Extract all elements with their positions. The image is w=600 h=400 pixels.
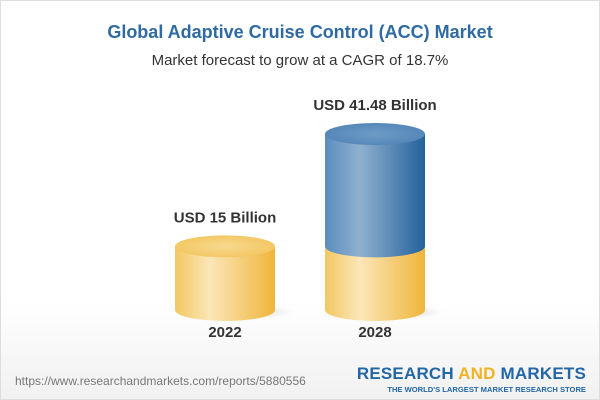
chart-title: Global Adaptive Cruise Control (ACC) Mar… [107,22,493,42]
bar-top [175,235,275,258]
x-tick-label: 2022 [208,324,241,341]
data-label: USD 41.48 Billion [313,97,436,114]
cylinder-chart: USD 15 Billion 2022 USD 41.48 Billion 2028 [174,97,443,341]
bar-top [325,123,425,145]
bar-base-segment [325,246,425,321]
data-label: USD 15 Billion [174,209,277,226]
bar-base-segment [175,246,275,321]
source-url[interactable]: https://www.researchandmarkets.com/repor… [15,374,306,388]
x-tick-label: 2028 [358,324,391,341]
research-and-markets-logo: RESEARCH AND MARKETS THE WORLD'S LARGEST… [356,364,586,394]
chart-subtitle: Market forecast to grow at a CAGR of 18.… [151,52,449,69]
bar-growth-segment [325,134,425,258]
